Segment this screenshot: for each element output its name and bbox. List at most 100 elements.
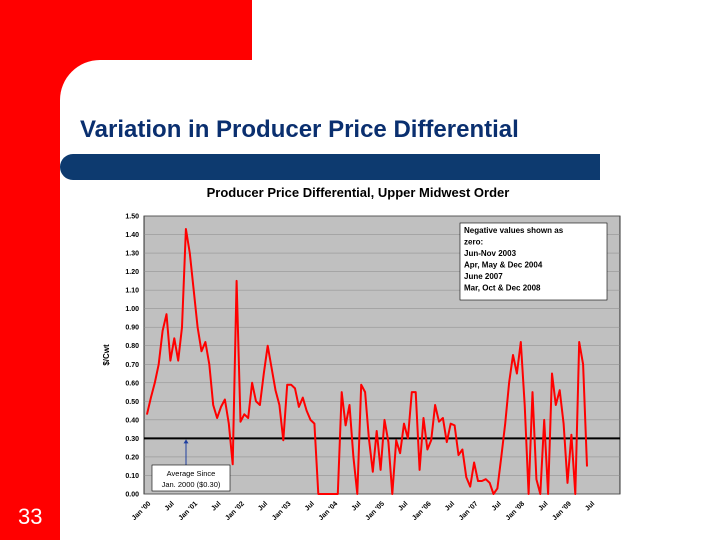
data-point [454,424,456,427]
y-axis-ticks: 0.00 0.10 0.20 0.30 0.40 0.50 0.60 0.70 0.80 0.90… [125,214,139,499]
data-point [411,391,413,393]
x-tick-label: Jan '01 [178,500,200,522]
data-point [407,437,409,439]
data-point [298,406,300,408]
y-tick-label: 0.60 [125,380,139,387]
data-point [200,350,203,352]
average-label-line2: Jan. 2000 ($0.30) [162,480,221,489]
x-tick-label: Jan '07 [458,500,480,522]
line-chart: Producer Price Differential, Upper Midwe… [102,185,621,522]
y-tick-label: 1.00 [125,306,139,313]
data-point [286,384,288,386]
data-point [251,382,253,384]
data-point [586,465,588,467]
data-point [524,404,526,406]
data-point [306,410,308,412]
data-point [235,280,238,282]
data-point [282,439,284,441]
x-tick-label: Jul [537,500,549,512]
data-point [232,463,234,465]
data-point [387,441,390,443]
data-point [574,493,576,495]
data-point [267,345,269,347]
y-tick-label: 0.30 [125,436,139,443]
y-axis-label: $/Cwt [102,344,111,366]
data-point [512,354,514,356]
data-point [360,384,362,386]
data-point [438,421,440,423]
data-point [516,372,518,375]
data-point [325,493,327,495]
y-tick-label: 0.70 [125,362,139,369]
x-tick-label: Jan '09 [551,500,573,522]
data-point [302,397,304,399]
average-callout: Average Since Jan. 2000 ($0.30) [151,464,231,492]
data-point [189,252,191,254]
data-point [426,448,428,451]
y-tick-label: 1.10 [125,288,139,295]
data-point [415,391,417,393]
x-axis-ticks: Jan '00 Jul Jan '01 Jul Jan '02 Jul Jan '03 Jul… [131,500,596,522]
data-point [313,422,316,425]
y-tick-label: 1.20 [125,269,139,276]
data-point [485,478,487,480]
x-tick-label: Jul [257,500,269,512]
data-point [477,480,479,482]
note-line: zero: [464,238,483,247]
data-point [146,413,148,415]
data-point [434,404,436,406]
data-point [271,367,273,369]
data-point [364,391,366,393]
data-point [450,422,452,425]
data-point [446,441,448,443]
data-point [185,228,187,230]
data-point [399,452,401,454]
data-point [333,493,335,495]
data-point [461,448,463,451]
title-underline-bar [60,154,600,180]
data-point [290,384,292,386]
data-point [559,389,561,391]
data-point [527,493,530,495]
data-point [294,387,296,389]
note-line: Apr, May & Dec 2004 [464,261,543,270]
data-point [150,397,152,399]
data-point [465,476,467,478]
data-point [570,434,573,436]
data-point [481,480,483,482]
x-tick-label: Jul [491,500,503,512]
data-point [578,341,580,343]
data-point [356,493,358,495]
y-tick-label: 0.50 [125,399,139,406]
y-tick-label: 0.10 [125,473,139,480]
x-tick-label: Jan '00 [131,500,153,522]
chart-title: Producer Price Differential, Upper Midwe… [207,185,510,200]
data-point [391,493,393,495]
data-point [321,493,323,495]
note-line: Negative values shown as [464,226,564,235]
data-point [520,341,522,343]
data-point [259,404,261,406]
x-tick-label: Jan '06 [411,500,433,522]
data-point [181,326,183,328]
data-point [158,363,160,365]
y-tick-label: 1.50 [125,214,139,221]
data-point [309,419,312,421]
x-tick-label: Jul [444,500,456,512]
data-point [430,439,432,441]
note-box: Negative values shown as zero: Jun-Nov 200… [459,222,608,301]
data-point [539,493,541,495]
data-point [278,404,280,406]
series-points [146,228,588,495]
slide-title: Variation in Producer Price Differential [80,116,519,143]
x-tick-label: Jan '03 [271,500,293,522]
data-point [348,404,351,406]
data-point [403,422,405,425]
data-point [473,461,475,464]
data-point [352,456,354,458]
data-point [337,493,339,495]
note-line: June 2007 [464,272,503,281]
data-point [383,419,386,421]
data-point [422,417,425,419]
average-arrowhead [183,439,189,444]
